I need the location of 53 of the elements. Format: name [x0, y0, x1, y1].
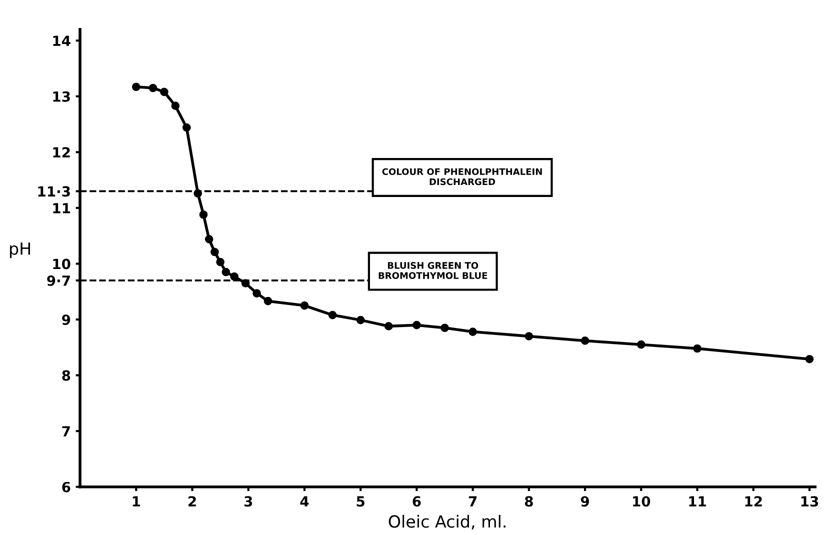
x-tick-label: 3 — [244, 496, 252, 507]
y-tick-label: 7 — [62, 426, 70, 436]
x-tick-label: 2 — [188, 496, 196, 506]
point — [805, 354, 814, 364]
x-tick-label: 6 — [412, 496, 421, 507]
point — [693, 344, 702, 353]
x-tick-label: 1 — [132, 496, 140, 506]
y-tick-label: 12 — [53, 147, 70, 158]
point — [148, 84, 158, 92]
point — [356, 316, 365, 324]
ref-line-label: BLUISH GREEN TO BROMOTHYMOL BLUE — [378, 262, 488, 279]
point — [222, 268, 230, 276]
x-tick-label: 13 — [801, 496, 818, 507]
point — [384, 322, 393, 330]
point — [300, 301, 309, 310]
point — [210, 248, 219, 256]
point — [182, 123, 191, 132]
point — [204, 235, 214, 244]
x-tick-label: 12 — [745, 496, 762, 506]
point — [252, 289, 261, 298]
y-axis-title: pH — [10, 242, 30, 258]
x-tick-label: 11 — [689, 496, 706, 506]
y-tick-label: 6 — [62, 482, 70, 492]
x-tick-label: 9 — [580, 496, 589, 507]
y-tick-label: 9 — [62, 314, 70, 325]
x-axis-title: Oleic Acid, ml. — [388, 514, 506, 530]
x-tick-label: 10 — [633, 496, 650, 507]
y-tick-label: 11·3 — [38, 186, 70, 197]
y-tick-label: 10 — [53, 258, 70, 270]
point — [328, 310, 337, 320]
x-tick-label: 4 — [300, 496, 309, 506]
y-tick-label: 8 — [62, 370, 70, 381]
point — [160, 88, 168, 96]
point — [264, 296, 272, 306]
point — [171, 102, 180, 110]
point — [524, 332, 534, 340]
x-tick-label: 5 — [356, 496, 364, 507]
point — [468, 328, 477, 336]
ref-line-label: COLOUR OF PHENOLPHTHALEIN DISCHARGED — [382, 168, 542, 186]
y-tick-label: 11 — [53, 203, 70, 214]
point — [216, 258, 224, 266]
point — [636, 340, 646, 349]
point — [440, 324, 449, 332]
point — [230, 272, 238, 281]
y-tick-label: 13 — [53, 91, 70, 102]
y-tick-label: 14 — [53, 36, 70, 46]
x-tick-label: 7 — [468, 496, 477, 506]
x-tick-label: 8 — [524, 496, 533, 507]
point — [199, 210, 208, 219]
y-tick-label: 9·7 — [47, 275, 70, 286]
point — [132, 82, 140, 92]
point — [580, 336, 590, 345]
point — [412, 320, 421, 330]
